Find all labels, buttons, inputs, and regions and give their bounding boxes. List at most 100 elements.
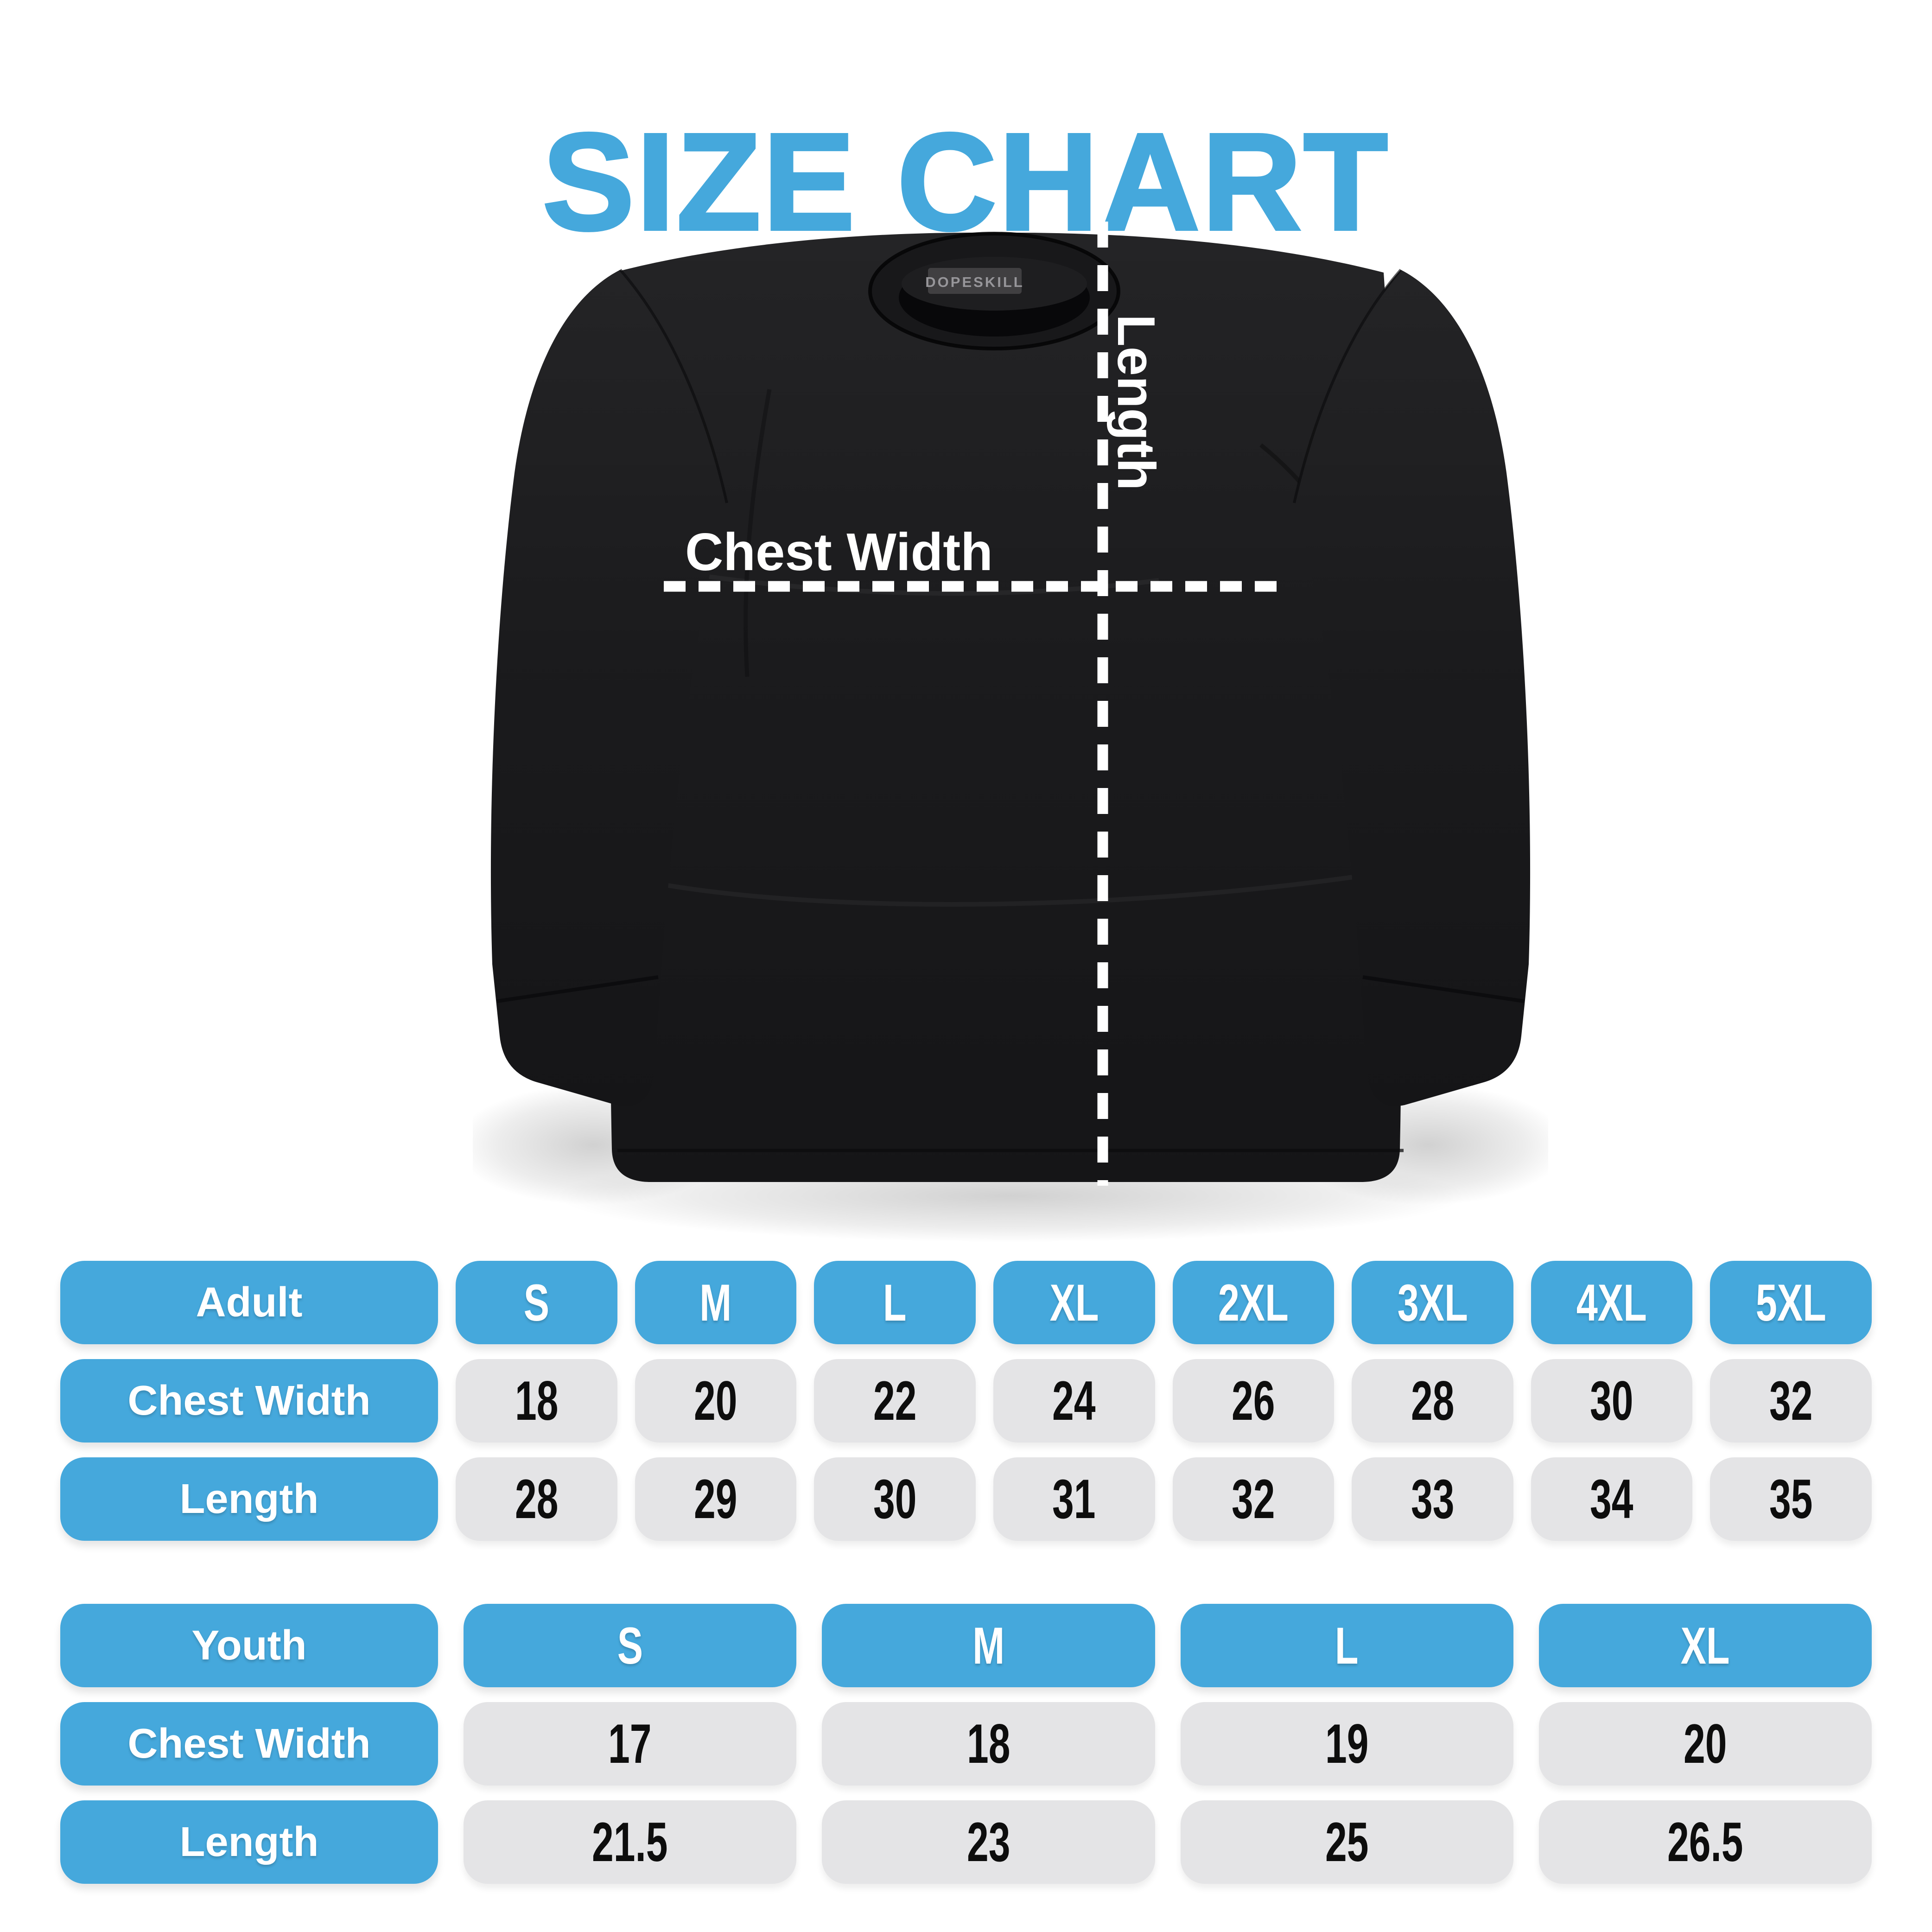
left-cuff-seam xyxy=(496,975,659,1003)
adult_table-chest-width-value-1-text: 20 xyxy=(694,1370,737,1432)
youth_table-size-M-text: M xyxy=(972,1616,1004,1675)
youth_table-size-XL: XL xyxy=(1538,1604,1872,1687)
adult_table-size-4XL: 4XL xyxy=(1531,1261,1693,1344)
youth_table-length-value-3: 26.5 xyxy=(1538,1800,1872,1884)
youth_table-group-label-text: Youth xyxy=(191,1622,307,1669)
youth_table-length-value-0: 21.5 xyxy=(464,1800,797,1884)
adult_table-chest-width-value-5: 28 xyxy=(1352,1359,1513,1443)
adult_table-chest-width-value-5-text: 28 xyxy=(1411,1370,1455,1432)
adult_table-size-L: L xyxy=(814,1261,976,1344)
youth_table-length-value-2: 25 xyxy=(1180,1800,1513,1884)
adult_table-chest-width-label-text: Chest Width xyxy=(127,1377,371,1424)
youth_table-size-S: S xyxy=(464,1604,797,1687)
right-cuff-seam xyxy=(1362,975,1525,1003)
adult_table-length-value-3-text: 31 xyxy=(1052,1468,1096,1530)
adult_table-size-S: S xyxy=(456,1261,617,1344)
youth_table-length-value-0-text: 21.5 xyxy=(592,1811,668,1873)
wrinkle xyxy=(639,563,1159,596)
adult_table-length-value-2: 30 xyxy=(814,1457,976,1541)
adult_table-length-value-7: 35 xyxy=(1710,1457,1872,1541)
youth_table-length-value-1-text: 23 xyxy=(966,1811,1010,1873)
right-sleeve xyxy=(1294,270,1531,1106)
adult_table-length-value-1-text: 29 xyxy=(694,1468,737,1530)
adult_table-chest-width-value-4-text: 26 xyxy=(1232,1370,1275,1432)
youth_table-chest-width-value-2: 19 xyxy=(1180,1702,1513,1786)
youth_table-chest-width-value-2-text: 19 xyxy=(1325,1713,1369,1775)
youth_table-size-L-text: L xyxy=(1335,1616,1359,1675)
adult_table-size-5XL: 5XL xyxy=(1710,1261,1872,1344)
adult_table-chest-width-value-6-text: 30 xyxy=(1590,1370,1633,1432)
adult_table-chest-width-label: Chest Width xyxy=(60,1359,438,1443)
adult_table-length-value-0-text: 28 xyxy=(515,1468,559,1530)
youth-size-table: Youth S M L XL Chest Width 17 18 19 20 Length 21.5 2… xyxy=(60,1604,1872,1884)
adult_table-chest-width-value-0: 18 xyxy=(456,1359,617,1443)
adult_table-size-XL: XL xyxy=(993,1261,1155,1344)
adult_table-size-3XL-text: 3XL xyxy=(1397,1273,1468,1332)
adult_table-chest-width-value-3-text: 24 xyxy=(1052,1370,1096,1432)
adult_table-length-value-5-text: 33 xyxy=(1411,1468,1455,1530)
adult_table-size-4XL-text: 4XL xyxy=(1576,1273,1647,1332)
adult_table-length-value-4: 32 xyxy=(1172,1457,1335,1541)
chest-width-label: Chest Width xyxy=(685,523,993,582)
adult_table-size-2XL: 2XL xyxy=(1172,1261,1335,1344)
youth_table-length-label-text: Length xyxy=(179,1818,319,1865)
youth_table-chest-width-value-3: 20 xyxy=(1538,1702,1872,1786)
adult_table-length-value-4-text: 32 xyxy=(1232,1468,1275,1530)
adult_table-size-M-text: M xyxy=(699,1273,732,1332)
adult_table-size-S-text: S xyxy=(523,1273,549,1332)
adult_table-chest-width-value-1: 20 xyxy=(635,1359,797,1443)
adult_table-length-value-3: 31 xyxy=(993,1457,1155,1541)
adult_table-group-label-text: Adult xyxy=(196,1279,303,1326)
adult_table-length-value-7-text: 35 xyxy=(1769,1468,1813,1530)
youth_table-chest-width-value-1: 18 xyxy=(822,1702,1155,1786)
adult_table-length-value-2-text: 30 xyxy=(873,1468,917,1530)
adult_table-size-M: M xyxy=(635,1261,797,1344)
youth_table-length-value-1: 23 xyxy=(822,1800,1155,1884)
adult_table-chest-width-value-3: 24 xyxy=(993,1359,1155,1443)
youth_table-length-label: Length xyxy=(60,1800,438,1884)
page-title: SIZE CHART xyxy=(541,104,1390,259)
youth_table-chest-width-label: Chest Width xyxy=(60,1702,438,1786)
youth_table-size-L: L xyxy=(1180,1604,1513,1687)
adult_table-length-label-text: Length xyxy=(179,1475,319,1522)
shirt-measurement-diagram: DOPESKILL Chest Width Length xyxy=(473,213,1548,1242)
youth_table-size-M: M xyxy=(822,1604,1155,1687)
youth_table-chest-width-value-1-text: 18 xyxy=(966,1713,1010,1775)
adult_table-length-label: Length xyxy=(60,1457,438,1541)
left-sleeve-seam xyxy=(619,269,728,503)
adult-size-table: Adult S M L XL 2XL 3XL 4XL 5XL Chest Width 18 20 22 2… xyxy=(60,1261,1872,1541)
adult_table-length-value-6: 34 xyxy=(1531,1457,1693,1541)
collar: DOPESKILL xyxy=(868,232,1120,350)
adult_table-chest-width-value-2-text: 22 xyxy=(873,1370,917,1432)
shirt-illustration: DOPESKILL Chest Width Length xyxy=(473,222,1548,1242)
wrinkle xyxy=(667,875,1354,907)
youth_table-chest-width-value-0: 17 xyxy=(464,1702,797,1786)
adult_table-chest-width-value-7-text: 32 xyxy=(1769,1370,1813,1432)
wrinkle xyxy=(744,389,772,677)
adult_table-size-3XL: 3XL xyxy=(1352,1261,1513,1344)
youth_table-length-value-2-text: 25 xyxy=(1325,1811,1369,1873)
youth_table-chest-width-label-text: Chest Width xyxy=(127,1720,371,1767)
brand-label-text: DOPESKILL xyxy=(925,274,1024,290)
youth_table-size-XL-text: XL xyxy=(1680,1616,1730,1675)
length-label: Length xyxy=(1106,314,1165,490)
adult_table-chest-width-value-7: 32 xyxy=(1710,1359,1872,1443)
adult_table-length-value-5: 33 xyxy=(1352,1457,1513,1541)
youth_table-chest-width-value-3-text: 20 xyxy=(1684,1713,1727,1775)
left-sleeve xyxy=(490,270,727,1106)
shirt-body xyxy=(610,232,1402,1182)
adult_table-length-value-0: 28 xyxy=(456,1457,617,1541)
adult_table-size-5XL-text: 5XL xyxy=(1755,1273,1826,1332)
right-sleeve-seam xyxy=(1293,269,1402,503)
adult_table-chest-width-value-2: 22 xyxy=(814,1359,976,1443)
adult_table-chest-width-value-6: 30 xyxy=(1531,1359,1693,1443)
adult_table-length-value-6-text: 34 xyxy=(1590,1468,1633,1530)
youth_table-size-S-text: S xyxy=(617,1616,643,1675)
adult_table-size-2XL-text: 2XL xyxy=(1218,1273,1289,1332)
adult_table-group-label: Adult xyxy=(60,1261,438,1344)
youth_table-group-label: Youth xyxy=(60,1604,438,1687)
adult_table-size-XL-text: XL xyxy=(1049,1273,1099,1332)
adult_table-chest-width-value-0-text: 18 xyxy=(515,1370,559,1432)
adult_table-chest-width-value-4: 26 xyxy=(1172,1359,1335,1443)
